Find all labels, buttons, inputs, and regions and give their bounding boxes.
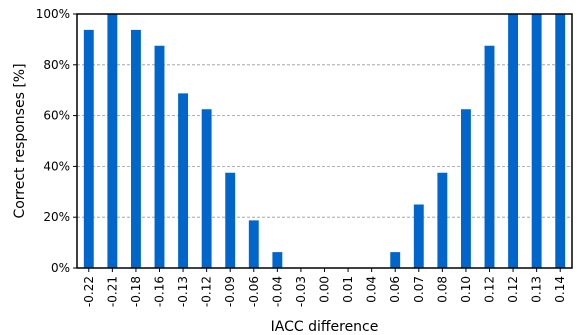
x-tick-label: 0.08 [435, 276, 449, 303]
plot-frame [76, 13, 573, 269]
grid-lines [77, 64, 572, 218]
bar [531, 14, 542, 268]
x-tick-label: -0.18 [129, 276, 143, 307]
bar [225, 172, 236, 268]
x-tick-label: -0.21 [105, 276, 119, 307]
bar [248, 220, 259, 268]
x-tick-label: 0.13 [530, 276, 544, 303]
x-tick-label: 0.12 [483, 276, 497, 303]
x-tick-label: -0.03 [294, 276, 308, 307]
x-tick-label: -0.22 [82, 276, 96, 307]
y-tick-label: 100% [36, 7, 70, 21]
x-axis-ticks: -0.22 -0.21 -0.18 -0.16 -0.13 -0.12 -0.09 -0.06… [82, 268, 567, 307]
x-tick-label: 0.10 [459, 276, 473, 303]
bar [130, 29, 141, 268]
x-tick-label: 0.01 [341, 276, 355, 303]
x-tick-label: -0.04 [270, 276, 284, 307]
x-tick-label: -0.12 [200, 276, 214, 307]
x-tick-label: -0.09 [223, 276, 237, 307]
x-tick-label: 0.12 [506, 276, 520, 303]
y-axis-label: Correct responses [%] [12, 63, 28, 218]
y-axis-ticks: 0% 20% 40% 60% 80% 100% [36, 7, 77, 275]
bar [178, 93, 189, 268]
bar [508, 14, 519, 268]
x-tick-label: 0.07 [412, 276, 426, 303]
x-axis-label: IACC difference [271, 319, 379, 335]
bar [555, 14, 566, 268]
bars [83, 14, 566, 268]
bar [272, 252, 283, 268]
y-tick-label: 80% [43, 58, 70, 72]
x-tick-label: -0.13 [176, 276, 190, 307]
x-tick-label: -0.16 [153, 276, 167, 307]
bar [390, 252, 401, 268]
x-tick-label: 0.06 [388, 276, 402, 303]
bar [107, 14, 118, 268]
bar [413, 204, 424, 268]
bar [83, 29, 94, 268]
bar [154, 45, 165, 268]
x-tick-label: 0.04 [365, 276, 379, 303]
y-tick-label: 40% [43, 159, 70, 173]
bar [460, 109, 471, 268]
x-tick-label: 0.00 [318, 276, 332, 303]
x-tick-label: 0.14 [553, 276, 567, 303]
x-tick-label: -0.06 [247, 276, 261, 307]
y-tick-label: 60% [43, 109, 70, 123]
bar [201, 109, 212, 268]
y-tick-label: 20% [43, 210, 70, 224]
bar [437, 172, 448, 268]
bar [484, 45, 495, 268]
y-tick-label: 0% [51, 261, 70, 275]
